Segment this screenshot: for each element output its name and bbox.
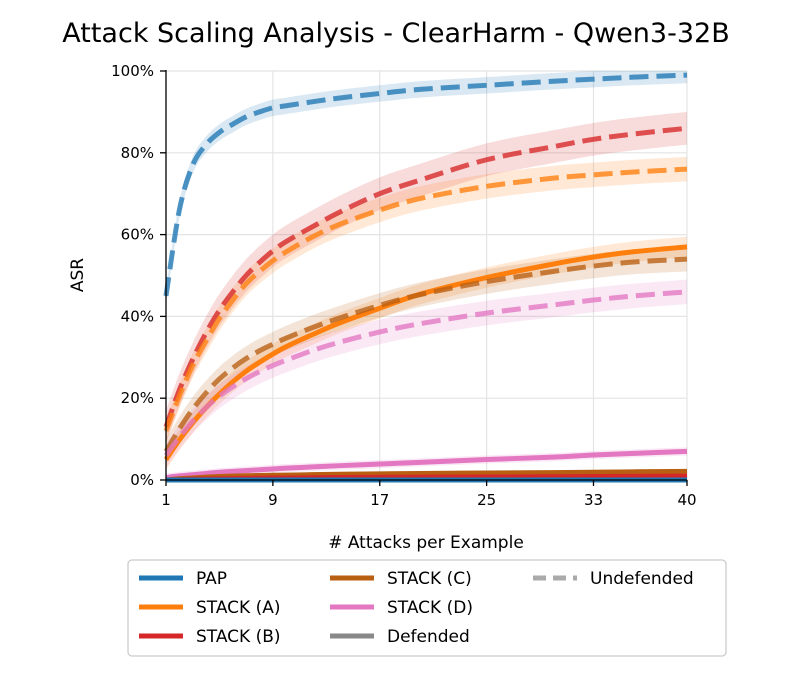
line-pap-undefended bbox=[163, 72, 688, 297]
y-tick-label: 20% bbox=[121, 389, 154, 407]
axes: 1 9 17 25 33 40 0% 20% 40% 60% 80% 100% bbox=[111, 62, 696, 509]
y-tick-label: 0% bbox=[130, 471, 154, 489]
chart-title: Attack Scaling Analysis - ClearHarm - Qw… bbox=[62, 18, 729, 49]
legend: PAP STACK (A) STACK (B) STACK (C) STACK (D) D… bbox=[127, 559, 727, 657]
legend-label: STACK (B) bbox=[196, 627, 281, 647]
legend-box bbox=[127, 559, 727, 657]
x-tick-label: 40 bbox=[677, 491, 696, 509]
y-axis-label: ASR bbox=[68, 258, 88, 292]
y-tick-label: 40% bbox=[121, 307, 154, 325]
series-lines bbox=[163, 72, 688, 483]
x-tick-label: 25 bbox=[477, 491, 496, 509]
x-tick-label: 1 bbox=[161, 491, 171, 509]
y-tick-label: 80% bbox=[121, 144, 154, 162]
line-stack-b-undefended bbox=[163, 125, 688, 428]
line-stack-c-undefended bbox=[163, 256, 688, 453]
legend-label: STACK (C) bbox=[387, 569, 472, 589]
legend-label: Undefended bbox=[590, 569, 694, 589]
legend-label: STACK (A) bbox=[196, 598, 281, 618]
x-tick-label: 17 bbox=[370, 491, 389, 509]
x-tick-label: 33 bbox=[584, 491, 603, 509]
x-tick-label: 9 bbox=[268, 491, 278, 509]
y-tick-label: 60% bbox=[121, 226, 154, 244]
legend-label: PAP bbox=[196, 569, 227, 589]
line-stack-d-defended bbox=[165, 448, 688, 481]
line-stack-d-undefended bbox=[163, 289, 688, 457]
legend-label: Defended bbox=[387, 627, 470, 647]
y-tick-label: 100% bbox=[111, 62, 154, 80]
x-axis-label: # Attacks per Example bbox=[328, 533, 524, 553]
legend-label: STACK (D) bbox=[387, 598, 473, 618]
line-stack-a-undefended bbox=[163, 166, 688, 432]
band-stack-d-undefended bbox=[166, 279, 687, 468]
